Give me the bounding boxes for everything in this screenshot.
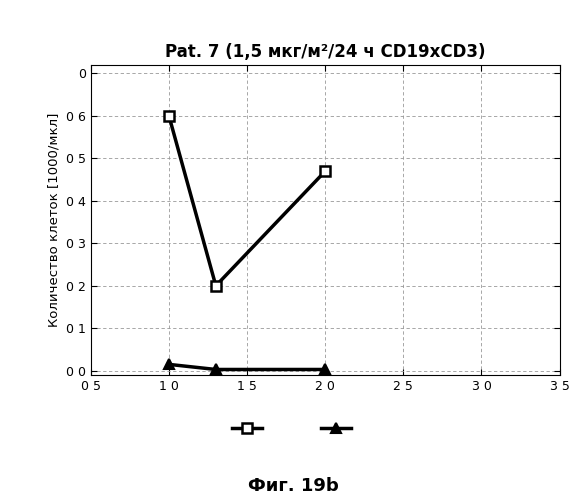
Text: Фиг. 19b: Фиг. 19b (248, 477, 338, 495)
Legend: , : , (232, 422, 354, 436)
Title: Pat. 7 (1,5 мкг/м²/24 ч CD19xCD3): Pat. 7 (1,5 мкг/м²/24 ч CD19xCD3) (165, 42, 485, 60)
Y-axis label: Количество клеток [1000/мкл]: Количество клеток [1000/мкл] (47, 113, 60, 327)
